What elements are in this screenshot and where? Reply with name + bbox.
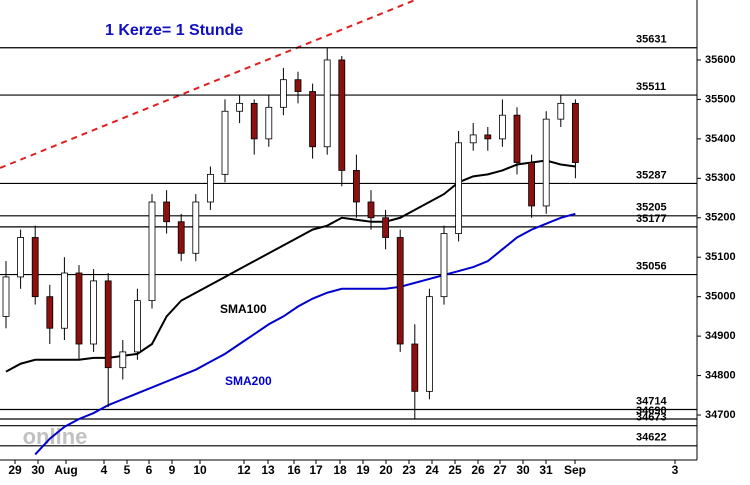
x-tick-label: 19	[356, 463, 370, 477]
x-tick-label: 30	[31, 463, 45, 477]
candle-body	[382, 217, 390, 238]
candle-body	[528, 162, 535, 207]
x-tick-label: 3	[672, 463, 679, 477]
x-tick-label: 6	[146, 463, 153, 477]
y-tick-label: 35500	[705, 93, 736, 105]
candle-body	[294, 79, 302, 92]
sma-label: SMA200	[225, 374, 272, 388]
x-tick-label: 4	[101, 463, 108, 477]
candle-body	[206, 173, 214, 203]
level-label: 35205	[636, 202, 667, 214]
candle-body	[455, 142, 463, 234]
candle-body	[557, 102, 565, 120]
candle-body	[338, 59, 346, 171]
x-tick-label: 24	[425, 463, 439, 477]
candle-body	[469, 134, 477, 144]
candle-body	[90, 280, 97, 345]
candle-body	[177, 221, 185, 254]
candle-body	[411, 343, 419, 392]
sma-label: SMA100	[220, 302, 267, 316]
x-tick-label: 16	[287, 463, 301, 477]
candle-body	[352, 170, 360, 203]
candle-body	[572, 102, 579, 163]
candle-body	[221, 110, 229, 175]
y-tick-label: 35000	[705, 291, 736, 303]
sma-line	[34, 212, 576, 456]
trend-line	[0, 0, 416, 169]
x-tick-label: 12	[237, 463, 251, 477]
candle-body	[192, 201, 200, 254]
y-tick-label: 35600	[705, 54, 736, 66]
candle-body	[61, 272, 68, 329]
x-tick-label: 26	[471, 463, 485, 477]
candle-body	[104, 280, 112, 369]
x-tick-label: 18	[333, 463, 347, 477]
y-tick-label: 35400	[705, 133, 736, 145]
candle-body	[425, 296, 433, 392]
candle-body	[2, 276, 10, 317]
level-label: 35056	[636, 260, 667, 272]
candle-body	[498, 114, 506, 140]
candle-body	[513, 114, 521, 163]
level-label: 35177	[636, 213, 667, 225]
candle-body	[484, 134, 492, 140]
level-label: 34714	[636, 395, 667, 407]
level-label: 34673	[636, 412, 667, 424]
x-tick-label: 9	[169, 463, 176, 477]
annotation: 1 Kerze= 1 Stunde	[105, 22, 243, 39]
sma-line	[5, 159, 576, 373]
x-tick-label: 25	[448, 463, 462, 477]
candle-body	[148, 201, 156, 302]
candle-body	[265, 106, 273, 140]
y-tick-label: 34700	[705, 409, 736, 421]
level-label: 34690	[636, 405, 667, 417]
candle-body	[46, 296, 54, 329]
candle-body	[31, 237, 39, 298]
candle-body	[367, 201, 375, 219]
level-label: 35631	[636, 34, 667, 46]
candle-body	[309, 91, 317, 148]
x-tick-label: 17	[309, 463, 323, 477]
watermark: online	[23, 424, 88, 449]
x-tick-label: 20	[379, 463, 393, 477]
candle-body	[542, 118, 550, 207]
candle-body	[236, 102, 244, 112]
x-tick-label: 5	[124, 463, 131, 477]
x-tick-label: 13	[261, 463, 275, 477]
x-tick-label: Sep	[564, 463, 586, 477]
level-label: 35287	[636, 169, 667, 181]
candle-body	[133, 300, 141, 353]
y-tick-label: 34900	[705, 330, 736, 342]
candle-body	[119, 351, 127, 369]
y-tick-label: 35200	[705, 212, 736, 224]
candle-body	[279, 79, 287, 108]
y-tick-label: 35100	[705, 251, 736, 263]
x-tick-label: 31	[539, 463, 553, 477]
candle-body	[17, 237, 25, 278]
candle-body	[440, 233, 448, 298]
x-tick-label: Aug	[54, 463, 77, 477]
x-tick-label: 23	[402, 463, 416, 477]
candle-body	[396, 237, 404, 345]
candle-body	[250, 102, 258, 140]
level-label: 34622	[636, 432, 667, 444]
y-tick-label: 34800	[705, 369, 736, 381]
level-label: 35511	[636, 81, 666, 93]
x-tick-label: 29	[8, 463, 22, 477]
candle-body	[163, 201, 171, 223]
x-tick-label: 27	[493, 463, 507, 477]
x-tick-label: 10	[193, 463, 207, 477]
x-tick-label: 30	[516, 463, 530, 477]
candle-body	[75, 272, 83, 345]
y-tick-label: 35300	[705, 172, 736, 184]
candle-body	[323, 59, 331, 148]
